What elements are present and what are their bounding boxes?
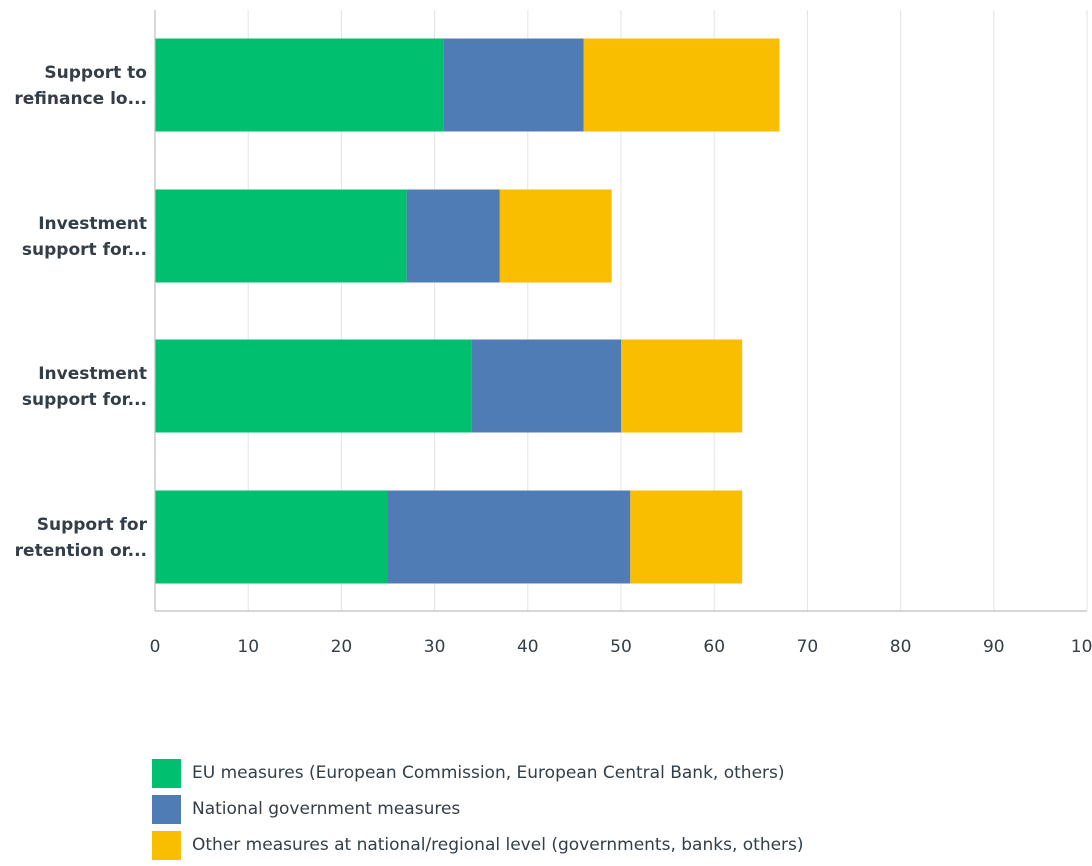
legend-swatch-other-measures bbox=[152, 830, 181, 860]
x-tick-label: 0 bbox=[150, 637, 161, 657]
legend: EU measures (European Commission, Europe… bbox=[152, 758, 1082, 866]
legend-label-other-measures: Other measures at national/regional leve… bbox=[192, 835, 804, 855]
bars bbox=[155, 38, 780, 584]
legend-label-national-government-measures: National government measures bbox=[192, 799, 461, 819]
bar-eu-measures[interactable] bbox=[155, 189, 407, 283]
bar-other-measures[interactable] bbox=[630, 490, 743, 584]
x-tick-label: 80 bbox=[890, 637, 912, 657]
category-label: Support for bbox=[37, 515, 148, 535]
legend-item-national-government-measures[interactable]: National government measures bbox=[152, 794, 1082, 824]
labels: 0 10 20 30 40 50 60 70 80 90 100 Support to refinanc… bbox=[14, 63, 1092, 657]
category-label: Investment bbox=[38, 364, 147, 384]
legend-item-eu-measures[interactable]: EU measures (European Commission, Europe… bbox=[152, 758, 1082, 788]
bar-other-measures[interactable] bbox=[583, 38, 780, 132]
legend-label-eu-measures: EU measures (European Commission, Europe… bbox=[192, 763, 785, 783]
x-tick-label: 30 bbox=[424, 637, 446, 657]
axes bbox=[154, 10, 1087, 612]
x-tick-label: 40 bbox=[517, 637, 539, 657]
category-label: support for... bbox=[22, 390, 147, 410]
stacked-bar-chart: 0 10 20 30 40 50 60 70 80 90 100 Support to refinanc… bbox=[14, 10, 1092, 657]
bar-national-government-measures[interactable] bbox=[406, 189, 500, 283]
bar-eu-measures[interactable] bbox=[155, 490, 388, 584]
bar-other-measures[interactable] bbox=[621, 339, 743, 433]
bar-national-government-measures[interactable] bbox=[443, 38, 584, 132]
bar-national-government-measures[interactable] bbox=[471, 339, 621, 433]
bar-other-measures[interactable] bbox=[499, 189, 612, 283]
x-tick-label: 10 bbox=[237, 637, 259, 657]
x-tick-label: 90 bbox=[983, 637, 1005, 657]
category-label: Support to bbox=[44, 63, 147, 83]
bar-national-government-measures[interactable] bbox=[388, 490, 631, 584]
x-tick-label: 20 bbox=[331, 637, 353, 657]
x-tick-label: 100 bbox=[1071, 637, 1092, 657]
category-label: Investment bbox=[38, 214, 147, 234]
legend-swatch-eu-measures bbox=[152, 758, 181, 788]
legend-item-other-measures[interactable]: Other measures at national/regional leve… bbox=[152, 830, 1082, 860]
category-label: refinance lo... bbox=[14, 89, 147, 109]
category-label: support for... bbox=[22, 240, 147, 260]
bar-eu-measures[interactable] bbox=[155, 38, 444, 132]
x-tick-label: 60 bbox=[703, 637, 725, 657]
legend-swatch-national-government-measures bbox=[152, 794, 181, 824]
x-tick-label: 50 bbox=[610, 637, 632, 657]
bar-eu-measures[interactable] bbox=[155, 339, 472, 433]
category-label: retention or... bbox=[15, 541, 147, 561]
x-tick-label: 70 bbox=[797, 637, 819, 657]
